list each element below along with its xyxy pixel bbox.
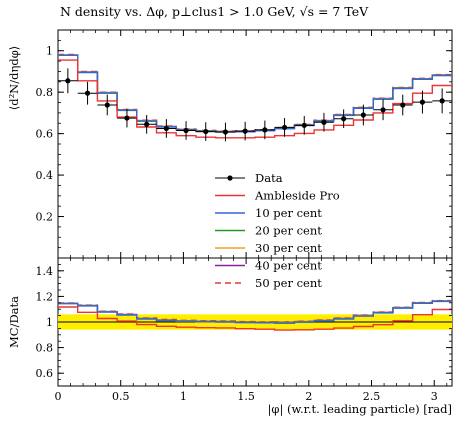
y-tick-label: 1: [46, 45, 53, 58]
legend-label-10-per-cent: 10 per cent: [255, 206, 322, 220]
data-point: [341, 116, 347, 122]
y-tick-label: 0.4: [36, 169, 54, 182]
chart-title: N density vs. Δφ, p⊥clus1 > 1.0 GeV, √s …: [60, 4, 369, 19]
data-point: [380, 107, 386, 113]
data-point: [84, 90, 91, 96]
data-point: [222, 129, 229, 135]
data-point: [262, 127, 268, 133]
main-series-10-per-cent: [58, 54, 452, 133]
y-axis-label-ratio: MC/Data: [7, 296, 21, 348]
data-point: [301, 122, 307, 128]
main-panel: 0.2 0.4 0.6 0.8 1 ⟨d²N/dηdφ⟩: [7, 29, 453, 259]
ratio-y-ticks: 0.6 0.8 1 1.2 1.4: [36, 263, 452, 380]
y-tick-label: 1: [46, 316, 53, 329]
ratio-panel: 0.6 0.8 1 1.2 1.4 0 0.5 1 1.5 2 2.5 3 MC/Data: [7, 257, 453, 403]
legend-label-20-per-cent: 20 per cent: [255, 224, 322, 238]
x-tick-label: 2: [305, 390, 312, 403]
data-point: [419, 99, 426, 105]
data-point: [144, 121, 150, 127]
legend-marker-data: [227, 175, 233, 181]
ratio-series-ambleside-pro: [58, 306, 452, 331]
legend-label-40-per-cent: 40 per cent: [255, 259, 322, 273]
data-point: [124, 115, 130, 121]
data-point: [400, 102, 406, 108]
y-axis-label-main: ⟨d²N/dηdφ⟩: [7, 46, 21, 111]
y-tick-label: 0.2: [36, 211, 54, 224]
data-point: [439, 98, 445, 104]
x-tick-label: 0: [55, 390, 62, 403]
data-point: [203, 128, 209, 135]
x-tick-label: 1: [180, 390, 187, 403]
legend: Data Ambleside Pro 10 per cent 20 per cent 3…: [215, 171, 340, 290]
x-tick-label: 1.5: [237, 390, 255, 403]
main-series-ambleside-pro: [58, 59, 452, 139]
main-series-group: [58, 53, 452, 139]
x-tick-label: 3: [431, 390, 438, 403]
ratio-series-10-per-cent: [58, 300, 452, 324]
main-y-ticks: 0.2 0.4 0.6 0.8 1: [36, 39, 452, 249]
ratio-series-group: [58, 299, 452, 331]
legend-label-30-per-cent: 30 per cent: [255, 241, 322, 255]
x-tick-label: 0.5: [112, 390, 130, 403]
legend-label-data: Data: [255, 171, 283, 185]
x-tick-label: 2.5: [363, 390, 381, 403]
data-point: [281, 124, 288, 131]
y-tick-label: 0.6: [36, 128, 54, 141]
y-tick-label: 1.2: [36, 290, 54, 303]
y-tick-label: 0.8: [36, 86, 54, 99]
main-x-ticks: [57, 30, 448, 258]
y-tick-label: 1.4: [36, 265, 54, 278]
legend-label-50-per-cent: 50 per cent: [255, 276, 322, 290]
data-point: [183, 127, 189, 134]
data-point: [321, 119, 327, 125]
data-point: [360, 112, 366, 118]
data-point: [242, 128, 248, 134]
data-point: [104, 102, 110, 108]
legend-label-ambleside-pro: Ambleside Pro: [254, 189, 340, 203]
x-axis-label: |φ| (w.r.t. leading particle) [rad]: [268, 402, 452, 417]
y-tick-label: 0.6: [36, 367, 54, 380]
main-data-group: [58, 68, 452, 142]
ratio-x-ticks: 0 0.5 1 1.5 2 2.5 3: [55, 258, 448, 403]
data-point: [163, 125, 169, 132]
y-tick-label: 0.8: [36, 342, 54, 355]
data-point: [65, 78, 71, 84]
